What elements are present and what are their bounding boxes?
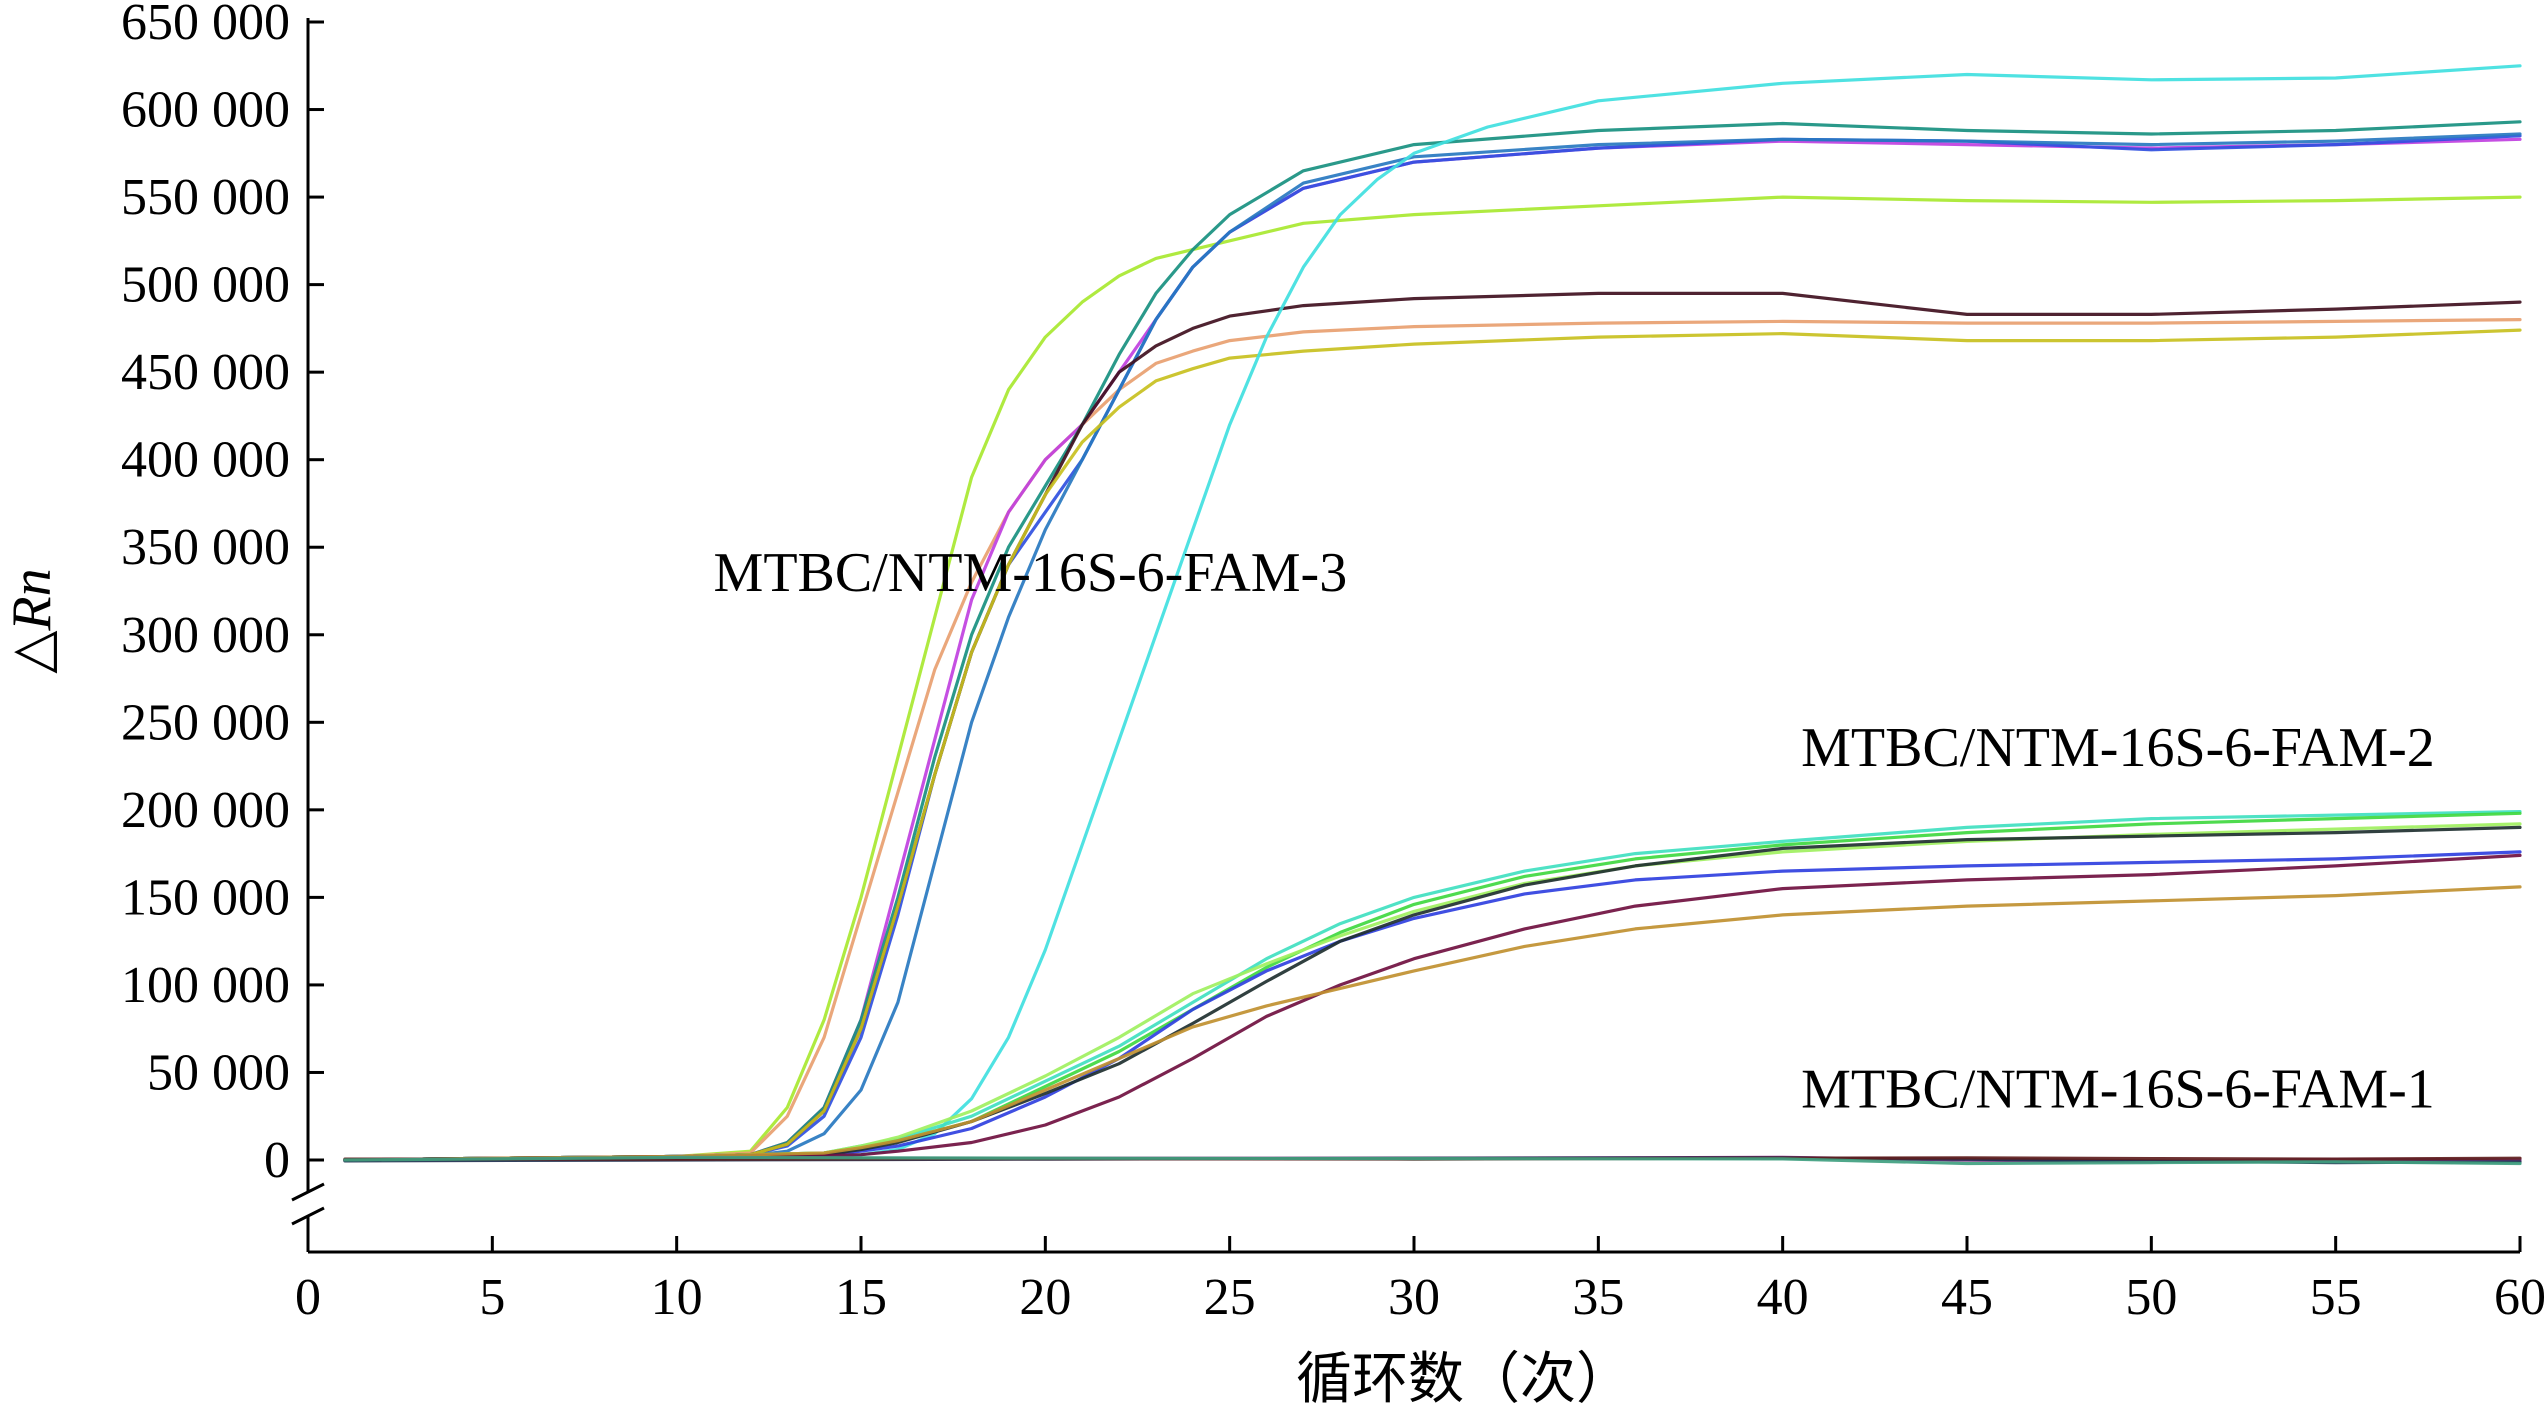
y-axis-title: △Rn bbox=[1, 568, 63, 673]
series-line-fam-3-0 bbox=[343, 195, 2522, 1162]
x-tick-label: 30 bbox=[1388, 1269, 1440, 1326]
x-ticks-group: 0 5 10 15 20 25 30 35 40 45 50 55 60 bbox=[295, 1236, 2546, 1326]
y-tick-label: 550 000 bbox=[121, 169, 290, 226]
y-tick-label: 200 000 bbox=[121, 782, 290, 839]
series-line-fam-2-14 bbox=[343, 853, 2522, 1162]
x-tick-label: 25 bbox=[1204, 1269, 1256, 1326]
series-line-fam-2-13 bbox=[343, 825, 2522, 1162]
series-line-fam-3-2 bbox=[343, 137, 2522, 1162]
plot-series-group bbox=[343, 64, 2522, 1166]
series-group-annotation: MTBC/NTM-16S-6-FAM-3 bbox=[714, 542, 1348, 604]
y-tick-label: 150 000 bbox=[121, 869, 290, 926]
y-tick-label: 400 000 bbox=[121, 432, 290, 489]
x-tick-label: 10 bbox=[651, 1269, 703, 1326]
x-tick-label: 35 bbox=[1572, 1269, 1624, 1326]
x-tick-label: 45 bbox=[1941, 1269, 1993, 1326]
series-line-fam-3-3 bbox=[343, 134, 2522, 1162]
x-tick-label: 0 bbox=[295, 1269, 321, 1326]
series-line-fam-1-19 bbox=[343, 1155, 2522, 1166]
axis-break-slash bbox=[291, 1182, 325, 1202]
y-tick-label: 0 bbox=[264, 1132, 290, 1189]
y-tick-label: 300 000 bbox=[121, 607, 290, 664]
y-tick-label: 50 000 bbox=[147, 1044, 290, 1101]
x-tick-label: 15 bbox=[835, 1269, 887, 1326]
x-tick-label: 55 bbox=[2310, 1269, 2362, 1326]
axis-break-slash bbox=[291, 1206, 325, 1226]
y-tick-label: 500 000 bbox=[121, 257, 290, 314]
series-group-annotation: MTBC/NTM-16S-6-FAM-2 bbox=[1801, 717, 2435, 779]
x-tick-label: 40 bbox=[1757, 1269, 1809, 1326]
series-line-fam-2-15 bbox=[343, 885, 2522, 1162]
y-axis-break-mark bbox=[291, 1182, 325, 1226]
y-tick-label: 450 000 bbox=[121, 344, 290, 401]
y-tick-label: 350 000 bbox=[121, 519, 290, 576]
series-line-fam-3-5 bbox=[343, 120, 2522, 1162]
series-line-fam-3-4 bbox=[343, 132, 2522, 1162]
series-line-fam-3-7 bbox=[343, 328, 2522, 1162]
y-tick-label: 600 000 bbox=[121, 82, 290, 139]
y-tick-label: 250 000 bbox=[121, 694, 290, 751]
y-ticks-group: 0 50 000 100 000 150 000 200 000 250 000 300 0… bbox=[121, 0, 324, 1189]
x-tick-label: 50 bbox=[2125, 1269, 2177, 1326]
x-axis-title: 循环数（次） bbox=[1296, 1349, 1632, 1407]
x-tick-label: 60 bbox=[2494, 1269, 2546, 1326]
annotations-group: MTBC/NTM-16S-6-FAM-3 MTBC/NTM-16S-6-FAM-2… bbox=[714, 542, 2435, 1120]
series-group-annotation: MTBC/NTM-16S-6-FAM-1 bbox=[1801, 1058, 2435, 1120]
y-tick-label: 100 000 bbox=[121, 957, 290, 1014]
y-tick-label: 650 000 bbox=[121, 0, 290, 51]
x-tick-label: 5 bbox=[479, 1269, 505, 1326]
x-tick-label: 20 bbox=[1019, 1269, 1071, 1326]
series-line-fam-3-8 bbox=[343, 64, 2522, 1162]
